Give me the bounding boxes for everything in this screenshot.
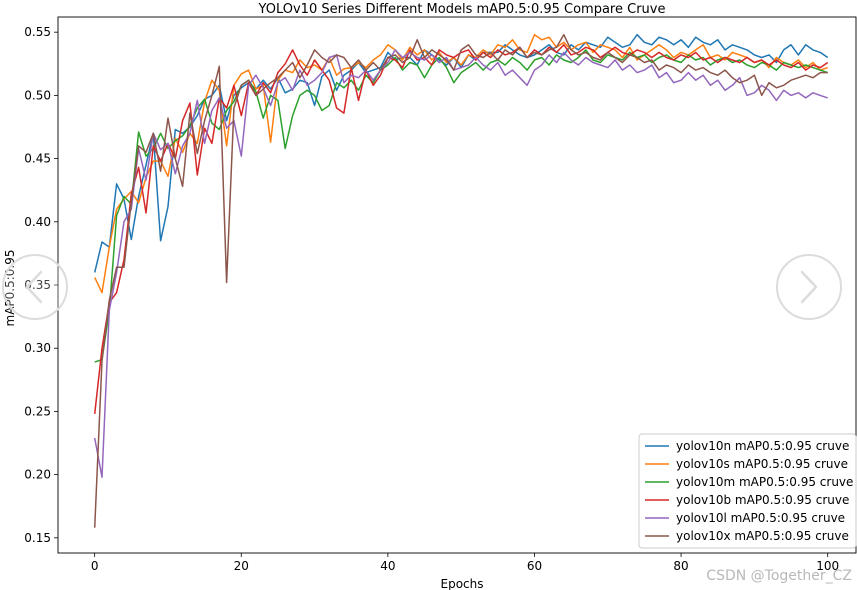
prev-button[interactable]	[2, 254, 68, 320]
y-axis-label: mAP0.5:0.95	[3, 250, 17, 327]
series-line-6	[93, 33, 828, 528]
y-tick-label: 0.30	[24, 341, 51, 355]
x-axis-label: Epochs	[441, 577, 484, 590]
x-tick-label: 80	[673, 559, 688, 573]
x-tick-label: 0	[91, 559, 99, 573]
y-tick-label: 0.45	[24, 152, 51, 166]
y-axis-ticks: 0.150.200.250.300.350.400.450.500.55	[24, 25, 58, 545]
y-tick-label: 0.20	[24, 468, 51, 482]
x-tick-label: 60	[527, 559, 542, 573]
legend-label: yolov10m mAP0.5:0.95 cruve	[676, 475, 853, 489]
legend-label: yolov10b mAP0.5:0.95 cruve	[676, 493, 849, 507]
watermark: CSDN @Together_CZ	[706, 568, 852, 584]
chart-title: YOLOv10 Series Different Models mAP0.5:0…	[258, 2, 666, 17]
y-tick-label: 0.40	[24, 215, 51, 229]
legend-label: yolov10s mAP0.5:0.95 cruve	[676, 457, 848, 471]
next-button[interactable]	[776, 254, 842, 320]
x-tick-label: 20	[234, 559, 249, 573]
legend-label: yolov10n mAP0.5:0.95 cruve	[676, 439, 849, 453]
series-line-2	[94, 33, 828, 294]
chevron-right-icon	[800, 270, 818, 304]
legend: yolov10n mAP0.5:0.95 cruve yolov10s mAP0.…	[638, 433, 857, 549]
legend-label: yolov10x mAP0.5:0.95 cruve	[676, 529, 849, 543]
chevron-left-icon	[25, 270, 43, 304]
y-tick-label: 0.55	[24, 25, 51, 39]
y-tick-label: 0.15	[24, 531, 51, 545]
prev-button-circle[interactable]	[2, 254, 68, 320]
series-line-4	[93, 44, 829, 414]
next-button-circle[interactable]	[776, 254, 842, 320]
y-tick-label: 0.25	[24, 404, 51, 418]
y-tick-label: 0.50	[24, 88, 51, 102]
x-tick-label: 40	[380, 559, 395, 573]
series-line-5	[93, 49, 828, 478]
x-axis-ticks: 0 20 40 60 80 100	[91, 553, 839, 573]
legend-label: yolov10l mAP0.5:0.95 cruve	[676, 511, 845, 525]
legend-box	[638, 433, 857, 549]
x-tick-label: 100	[816, 559, 839, 573]
series-line-3	[94, 49, 828, 363]
series-layer	[93, 33, 829, 528]
